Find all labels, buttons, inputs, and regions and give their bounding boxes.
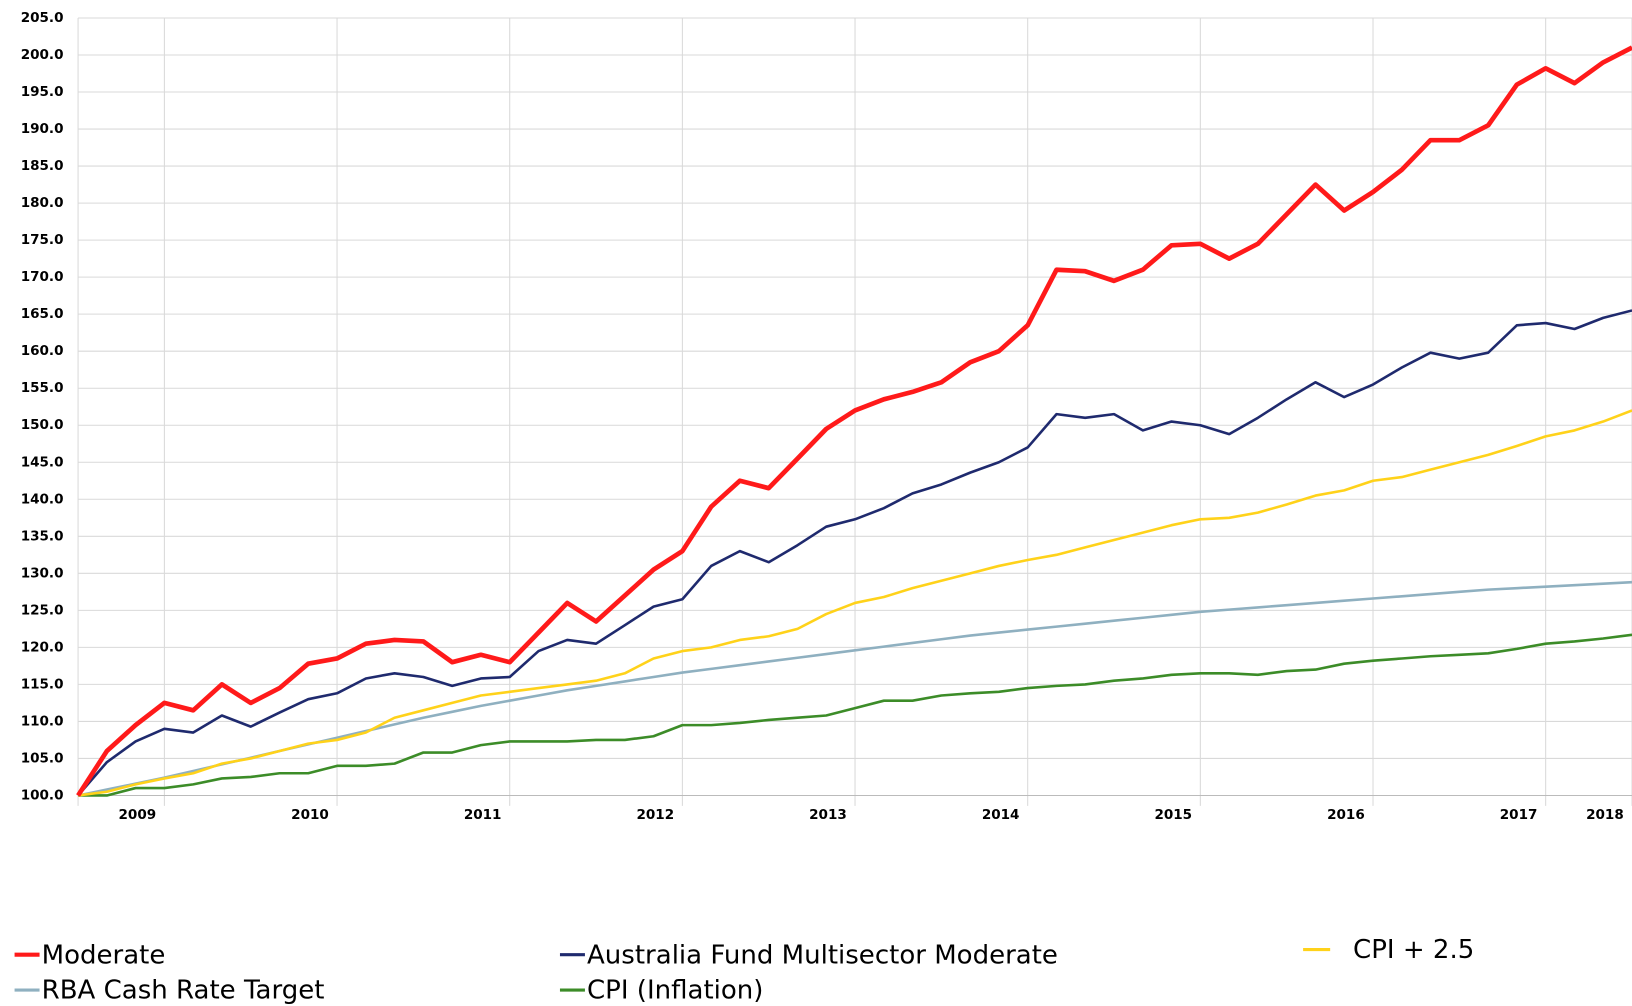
- y-tick-label: 150.0: [21, 417, 64, 433]
- series-line: [77, 409, 1632, 797]
- legend: Moderate Australia Fund Multisector Moder…: [14, 935, 1474, 1006]
- series-line: [77, 309, 1632, 797]
- y-tick-label: 155.0: [21, 380, 64, 396]
- series-line: [77, 580, 1632, 797]
- legend-label: RBA Cash Rate Target: [42, 976, 325, 1006]
- series-line: [78, 633, 1632, 797]
- y-tick-label: 125.0: [21, 602, 64, 618]
- y-tick-label: 180.0: [21, 195, 64, 211]
- y-tick-label: 165.0: [21, 306, 64, 322]
- x-tick-label: 2009: [119, 807, 157, 823]
- x-tick-label: 2013: [809, 807, 847, 823]
- legend-label: CPI + 2.5: [1353, 935, 1474, 965]
- plot: [76, 45, 1632, 797]
- x-tick-label: 2014: [982, 807, 1020, 823]
- legend-label: Australia Fund Multisector Moderate: [587, 940, 1058, 970]
- x-tick-label: 2011: [464, 807, 502, 823]
- y-tick-label: 105.0: [21, 750, 64, 766]
- y-tick-label: 110.0: [21, 713, 64, 729]
- y-tick-label: 160.0: [21, 343, 64, 359]
- x-tick-label: 2017: [1500, 807, 1538, 823]
- y-tick-label: 120.0: [21, 639, 64, 655]
- y-tick-label: 140.0: [21, 491, 64, 507]
- x-tick-label: 2016: [1327, 807, 1365, 823]
- y-tick-label: 100.0: [21, 787, 64, 803]
- y-tick-label: 185.0: [21, 158, 64, 174]
- y-tick-label: 130.0: [21, 565, 64, 581]
- y-tick-label: 170.0: [21, 269, 64, 285]
- y-tick-label: 190.0: [21, 121, 64, 137]
- series-line: [76, 45, 1632, 797]
- legend-label: CPI (Inflation): [587, 976, 763, 1006]
- y-tick-label: 175.0: [21, 232, 64, 248]
- y-tick-label: 135.0: [21, 528, 64, 544]
- x-tick-label: 2010: [291, 807, 329, 823]
- y-tick-label: 195.0: [21, 84, 64, 100]
- x-tick-label: 2015: [1154, 807, 1192, 823]
- x-tick-label: 2012: [636, 807, 674, 823]
- x-tick-label: 2018: [1586, 807, 1624, 823]
- axes: 100.0 105.0 110.0 115.0 120.0 125.0 130.0 135.0…: [21, 10, 1624, 823]
- y-tick-label: 115.0: [21, 676, 64, 692]
- y-tick-label: 145.0: [21, 454, 64, 470]
- grid: [77, 17, 1632, 806]
- y-tick-label: 200.0: [21, 47, 64, 63]
- y-tick-label: 205.0: [21, 10, 64, 26]
- legend-label: Moderate: [42, 940, 166, 970]
